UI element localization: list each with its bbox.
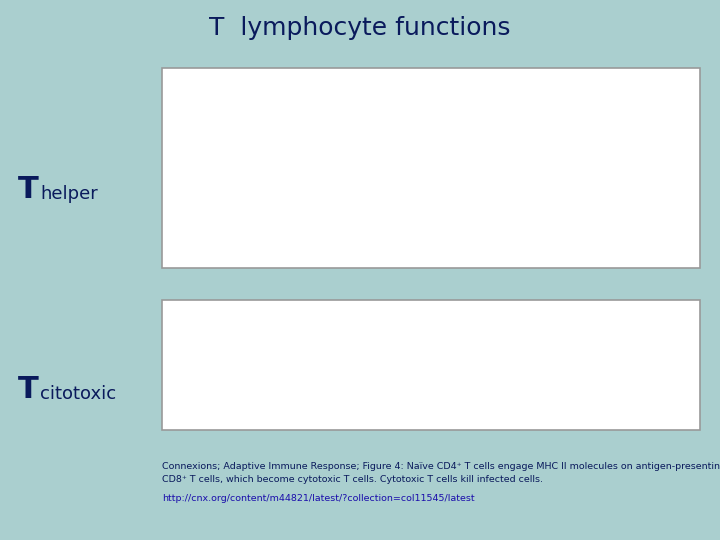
Text: Connexions; Adaptive Immune Response; Figure 4: Naïve CD4⁺ T cells engage MHC II: Connexions; Adaptive Immune Response; Fi… [162, 462, 720, 483]
Text: T  lymphocyte functions: T lymphocyte functions [210, 16, 510, 40]
Text: helper: helper [40, 185, 98, 203]
Text: citotoxic: citotoxic [40, 385, 116, 403]
Text: http://cnx.org/content/m44821/latest/?collection=col11545/latest: http://cnx.org/content/m44821/latest/?co… [162, 494, 474, 503]
Text: T: T [18, 176, 39, 205]
FancyBboxPatch shape [162, 68, 700, 268]
Text: T: T [18, 375, 39, 404]
FancyBboxPatch shape [162, 300, 700, 430]
